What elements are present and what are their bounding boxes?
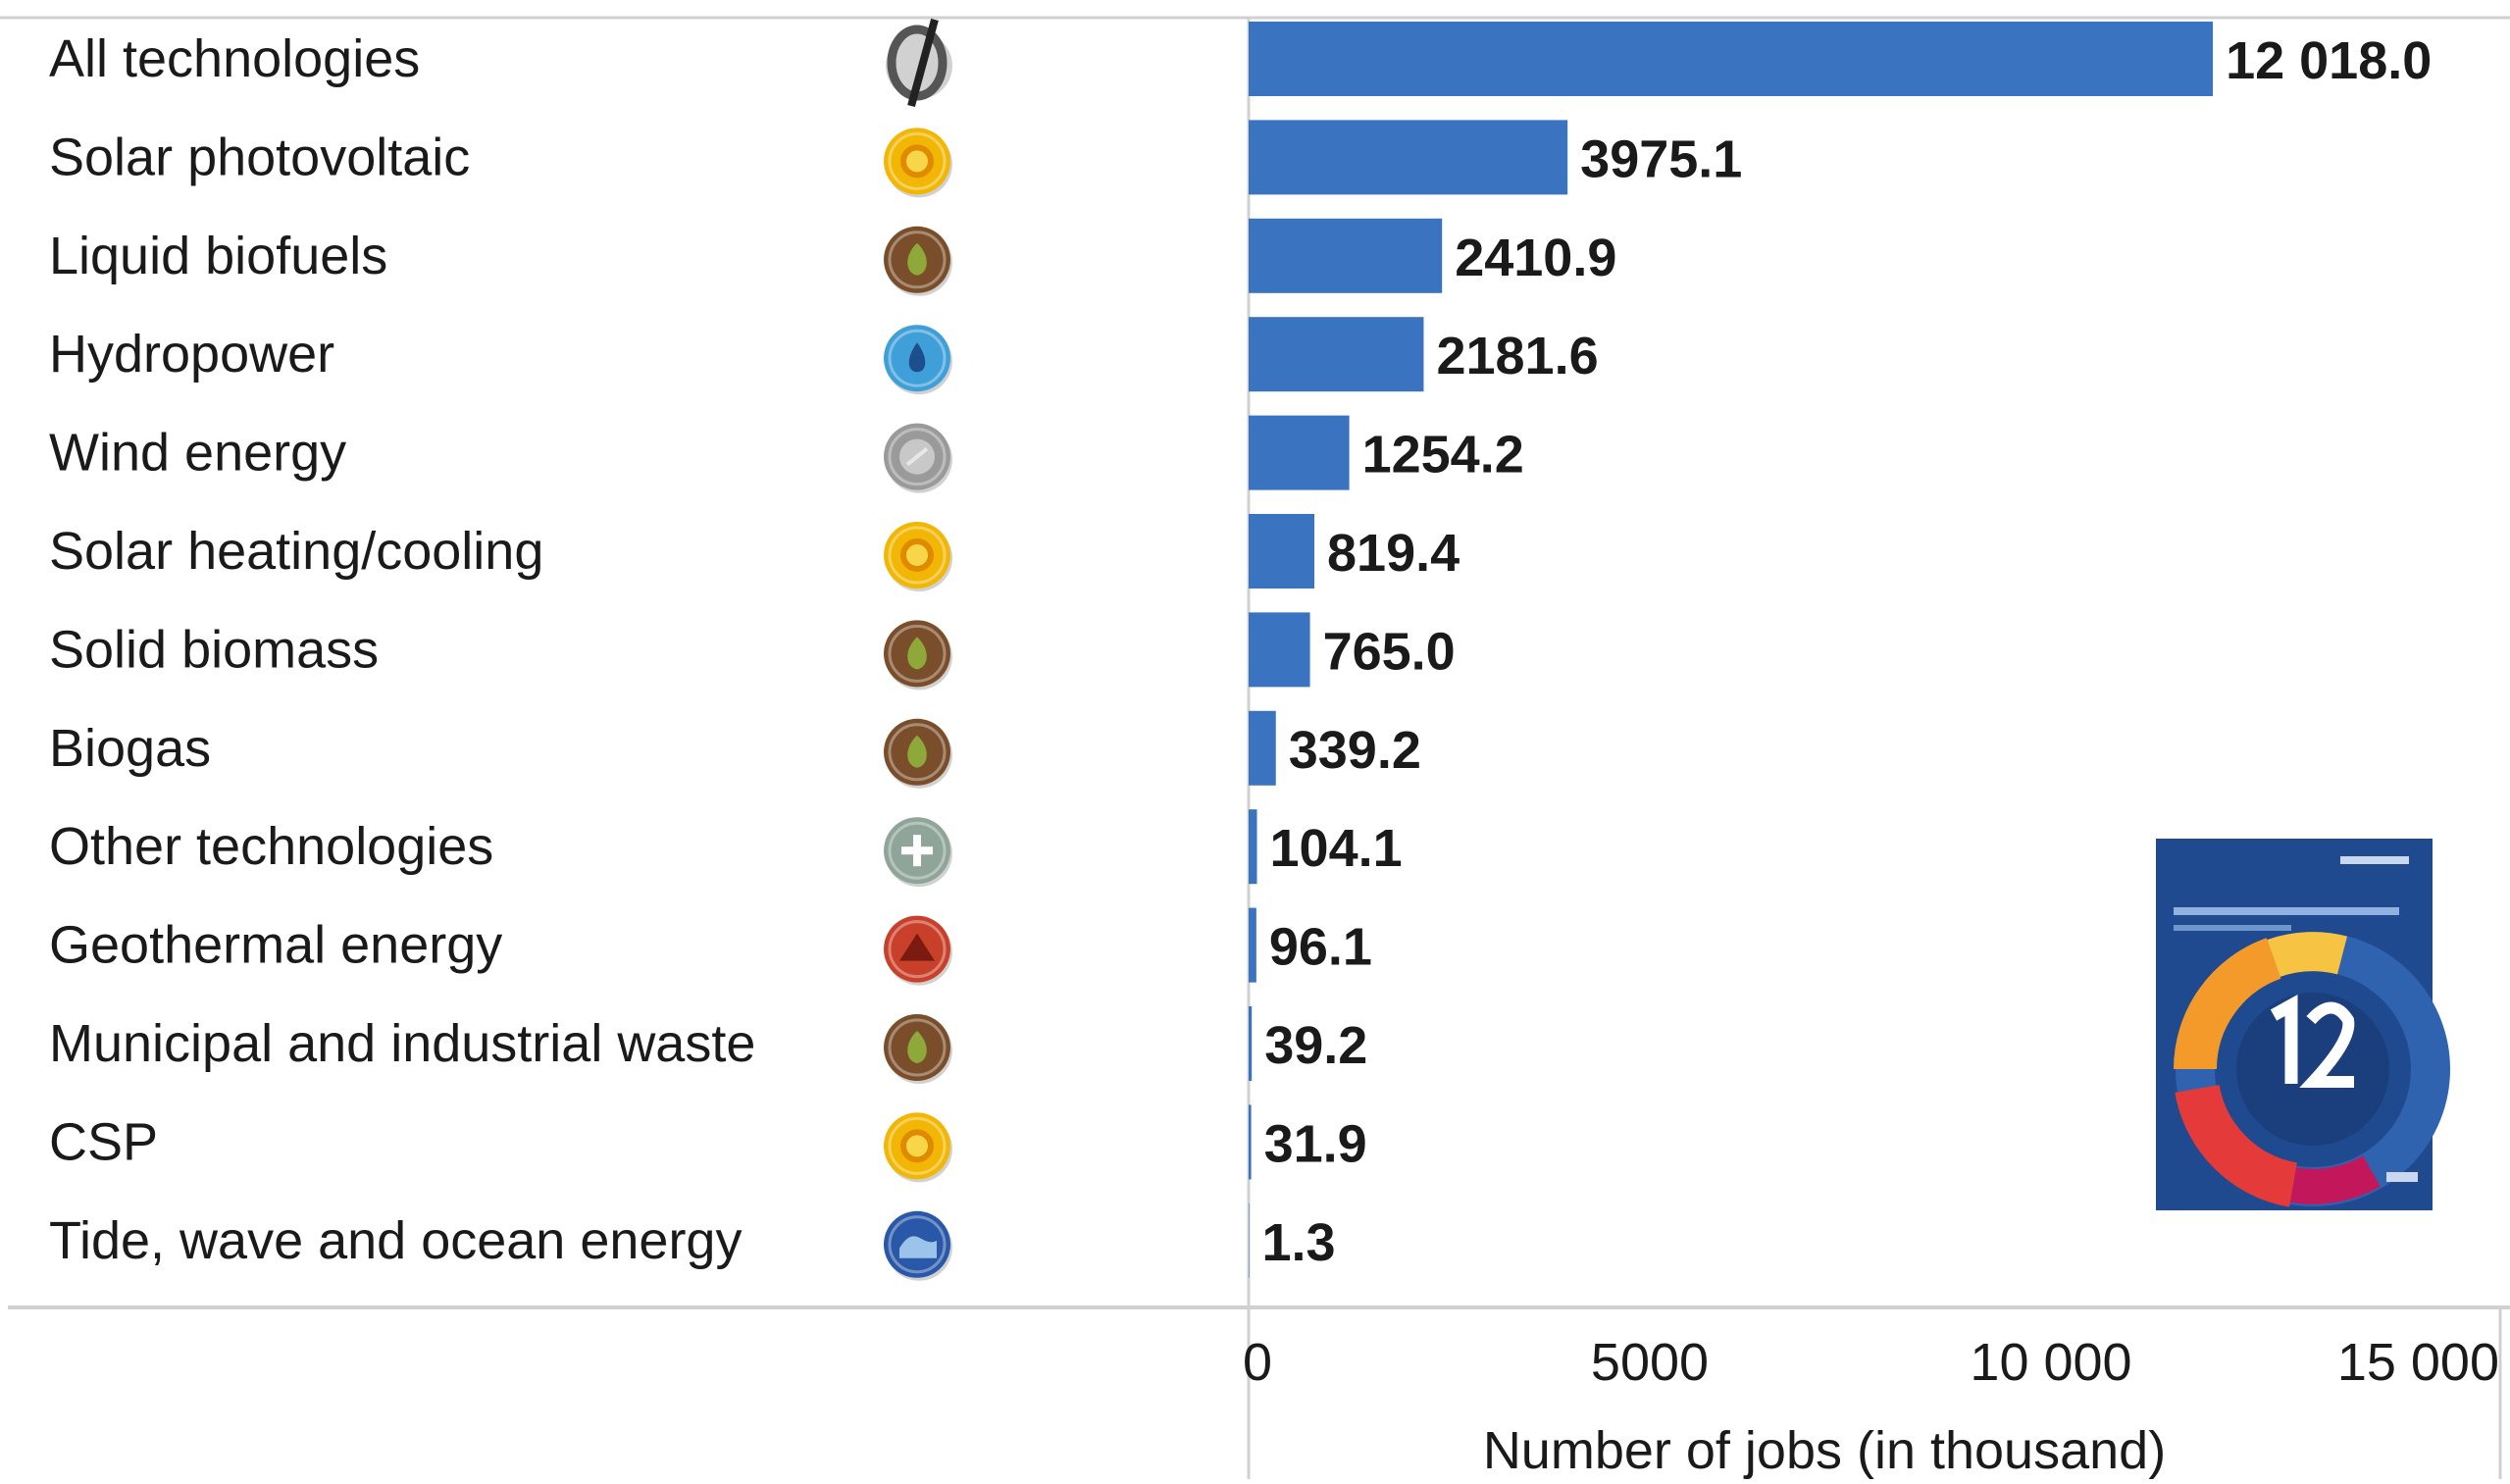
bar <box>1249 22 2214 96</box>
solar-icon <box>884 1112 952 1183</box>
bar <box>1249 612 1310 688</box>
category-label: Wind energy <box>49 424 346 483</box>
category-label: Geothermal energy <box>49 916 502 975</box>
ocean-energy-icon <box>884 1210 952 1281</box>
category-label: Biogas <box>49 719 211 778</box>
x-tick-label: 15 000 <box>2337 1333 2499 1392</box>
x-tick-label: 0 <box>1243 1333 1272 1392</box>
category-label: Solid biomass <box>49 620 379 679</box>
value-label: 96.1 <box>1269 918 1372 977</box>
category-label: Solar heating/cooling <box>49 522 543 581</box>
bar <box>1249 1006 1253 1081</box>
bar <box>1249 710 1276 786</box>
category-label: Solar photovoltaic <box>49 128 470 186</box>
bar <box>1249 809 1257 885</box>
bar <box>1249 218 1443 293</box>
bioenergy-icon <box>884 1014 952 1084</box>
bioenergy-icon <box>884 620 952 691</box>
category-label: Municipal and industrial waste <box>49 1014 755 1073</box>
bioenergy-icon <box>884 226 952 296</box>
bar <box>1249 415 1350 490</box>
bar <box>1249 514 1315 588</box>
other-technologies-icon <box>884 817 952 888</box>
value-label: 2410.9 <box>1455 229 1616 287</box>
category-labels: All technologies Solar photovoltaic Liquid… <box>49 29 755 1270</box>
x-tick-label: 5000 <box>1591 1333 1709 1392</box>
solar-icon <box>884 522 952 591</box>
bar <box>1249 1104 1252 1180</box>
value-label: 31.9 <box>1264 1114 1367 1173</box>
wind-icon <box>884 423 952 493</box>
bioenergy-icon <box>884 718 952 789</box>
value-label: 2181.6 <box>1436 327 1598 385</box>
value-label: 3975.1 <box>1580 129 1742 188</box>
value-label: 104.1 <box>1270 819 1403 878</box>
value-label: 12 018.0 <box>2226 31 2432 90</box>
all-technologies-icon <box>886 18 952 108</box>
category-label: Hydropower <box>49 325 334 384</box>
value-label: 765.0 <box>1323 622 1456 681</box>
category-label: CSP <box>49 1112 158 1171</box>
value-label: 39.2 <box>1264 1016 1367 1075</box>
x-tick-label: 10 000 <box>1970 1333 2131 1392</box>
solar-icon <box>884 128 952 198</box>
bar <box>1249 907 1256 983</box>
x-axis-title: Number of jobs (in thousand) <box>1483 1421 2166 1479</box>
value-label: 1.3 <box>1262 1213 1336 1272</box>
x-axis-ticks: 0 5000 10 000 15 000 <box>1243 1333 2499 1392</box>
bar <box>1249 317 1424 392</box>
category-label: All technologies <box>49 29 420 88</box>
category-label: Other technologies <box>49 817 493 876</box>
bars <box>1249 22 2214 1278</box>
category-label: Liquid biofuels <box>49 227 387 285</box>
geothermal-icon <box>884 915 952 986</box>
value-label: 339.2 <box>1289 721 1421 780</box>
category-icons <box>884 18 952 1281</box>
category-label: Tide, wave and ocean energy <box>49 1211 742 1270</box>
value-labels: 12 018.0 3975.1 2410.9 2181.6 1254.2 819.4 765… <box>1262 31 2433 1272</box>
report-cover-thumbnail <box>2156 839 2450 1210</box>
hydropower-icon <box>884 325 952 395</box>
bar <box>1249 1203 1250 1278</box>
bar <box>1249 120 1568 195</box>
value-label: 1254.2 <box>1362 426 1524 485</box>
value-label: 819.4 <box>1327 524 1460 583</box>
